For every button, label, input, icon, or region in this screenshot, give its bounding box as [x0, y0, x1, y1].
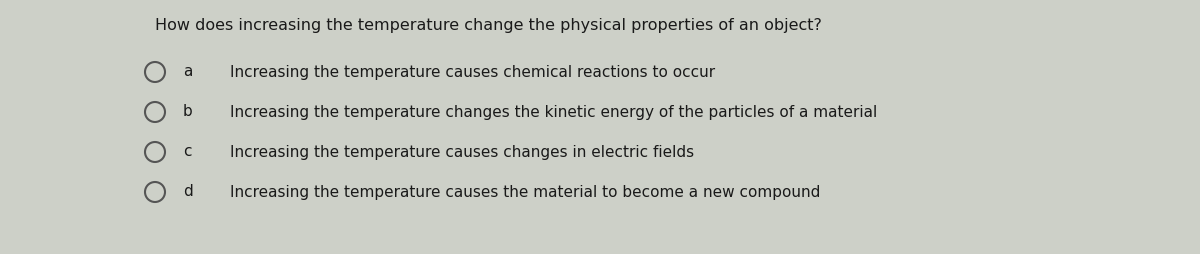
- Text: How does increasing the temperature change the physical properties of an object?: How does increasing the temperature chan…: [155, 18, 822, 33]
- Text: Increasing the temperature changes the kinetic energy of the particles of a mate: Increasing the temperature changes the k…: [230, 104, 877, 119]
- Ellipse shape: [145, 182, 166, 202]
- Text: b: b: [182, 104, 193, 119]
- Text: c: c: [182, 145, 192, 160]
- Text: Increasing the temperature causes changes in electric fields: Increasing the temperature causes change…: [230, 145, 694, 160]
- Text: a: a: [182, 65, 192, 80]
- Text: Increasing the temperature causes chemical reactions to occur: Increasing the temperature causes chemic…: [230, 65, 715, 80]
- Ellipse shape: [145, 142, 166, 162]
- Text: d: d: [182, 184, 193, 199]
- Text: Increasing the temperature causes the material to become a new compound: Increasing the temperature causes the ma…: [230, 184, 821, 199]
- Ellipse shape: [145, 102, 166, 122]
- Ellipse shape: [145, 62, 166, 82]
